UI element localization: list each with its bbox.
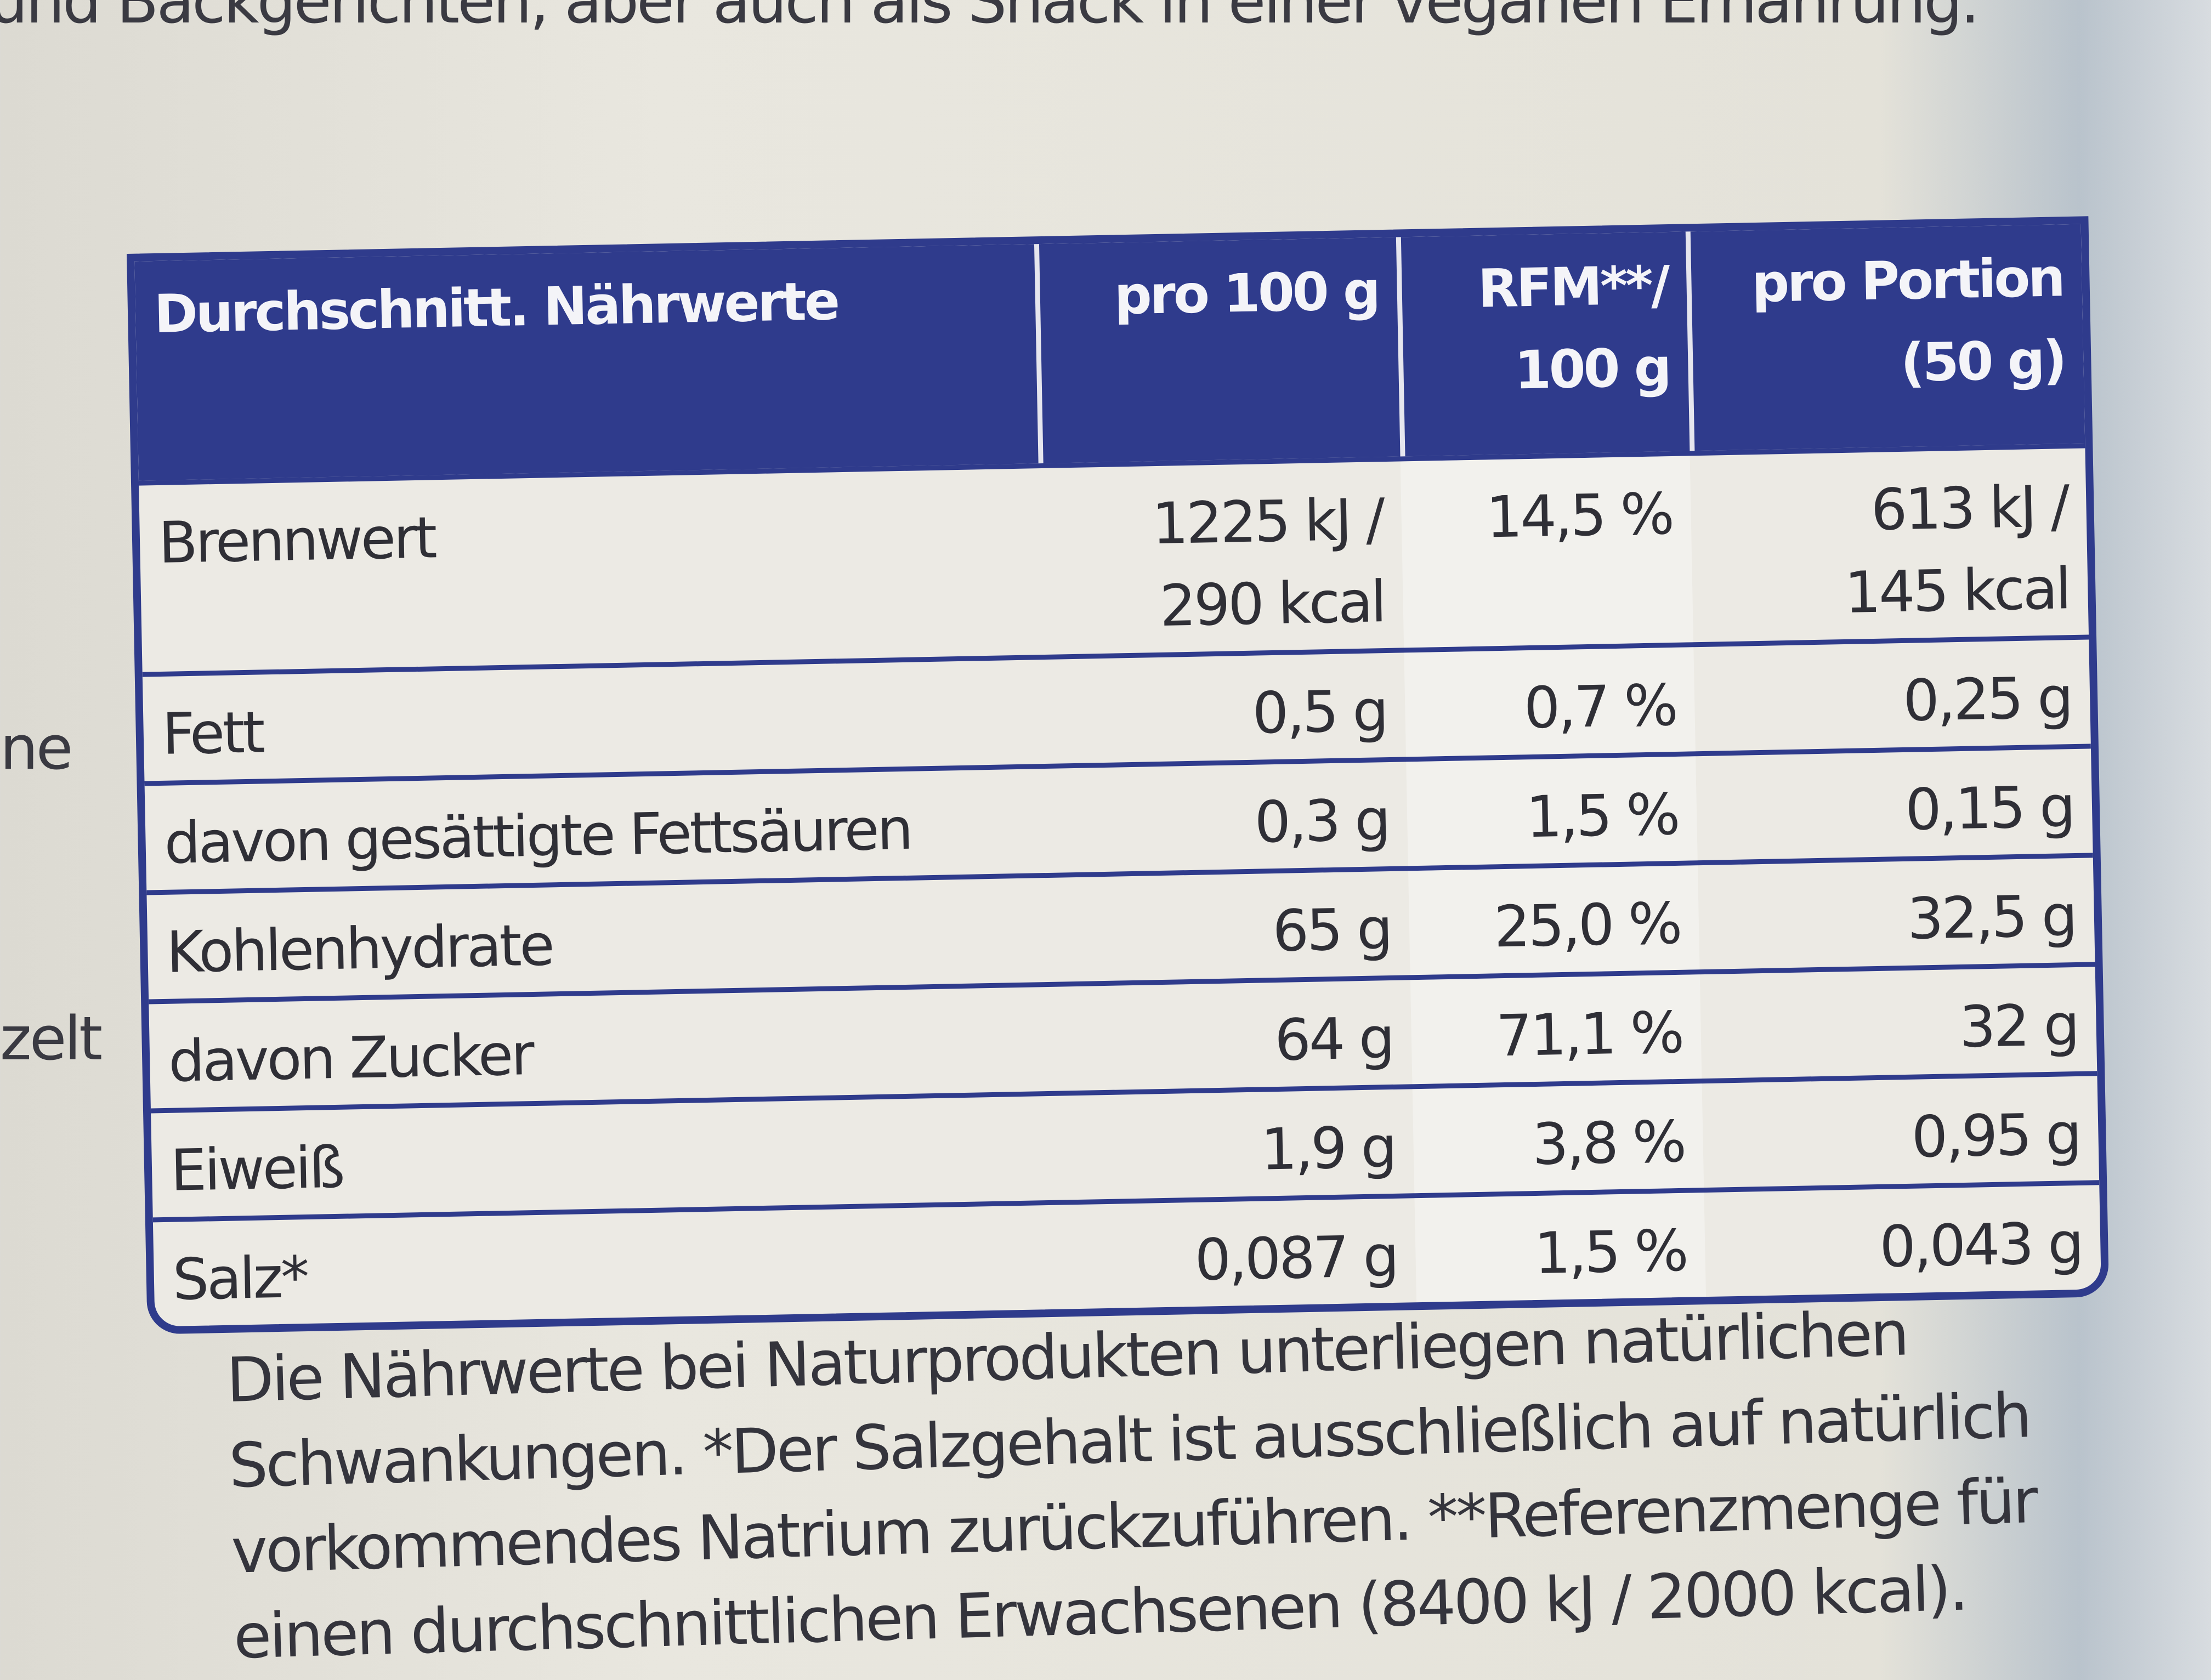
cell-line: 32 g [1959, 991, 2078, 1061]
table-row: Brennwert 1225 kJ /290 kcal 14,5 % 613 kJ /… [138, 443, 2089, 672]
cell-line: 0,087 g [1194, 1222, 1398, 1293]
cell-line: 64 g [1274, 1004, 1394, 1074]
cell-line: 3,8 % [1532, 1108, 1685, 1178]
cell-line: 0,7 % [1523, 671, 1677, 742]
cell-line: Fett [161, 699, 264, 768]
table-cell: 25,0 % [1408, 865, 1700, 975]
table-header: Durchschnitt. Nährwerte pro 100 g RFM**/ 10… [134, 224, 2085, 481]
table-cell: Eiweiß [151, 1096, 1052, 1217]
table-cell: Salz* [153, 1205, 1055, 1326]
cell-line: 290 kcal [1159, 568, 1385, 639]
cell-line: Kohlenhydrate [166, 911, 553, 986]
table-cell: 0,087 g [1053, 1198, 1417, 1309]
table-cell: 0,25 g [1693, 639, 2091, 751]
cell-line: 613 kJ / [1870, 473, 2068, 544]
cell-line: 0,5 g [1251, 677, 1387, 747]
cell-line: RFM**/ [1477, 254, 1669, 320]
cell-line: 145 kcal [1844, 555, 2070, 626]
table-cell: 14,5 % [1400, 456, 1694, 648]
table-cell: 64 g [1048, 980, 1413, 1091]
cell-line: davon Zucker [168, 1021, 533, 1095]
cell-line: Durchschnitt. Nährwerte [154, 270, 838, 345]
cell-line: 1225 kJ / [1151, 486, 1384, 558]
cell-line: 1,9 g [1260, 1113, 1396, 1183]
nutrition-table: Durchschnitt. Nährwerte pro 100 g RFM**/ 10… [127, 216, 2110, 1335]
table-cell: 0,5 g [1042, 652, 1407, 764]
table-cell: Kohlenhydrate [146, 878, 1048, 999]
table-cell: 65 g [1046, 871, 1410, 982]
table-cell: pro 100 g [1034, 237, 1401, 464]
side-fragment: zelt [0, 1003, 103, 1074]
cell-line: 0,95 g [1910, 1100, 2080, 1171]
cell-line: 0,3 g [1254, 786, 1390, 856]
cell-line: 32,5 g [1907, 882, 2076, 952]
table-cell: 0,7 % [1404, 647, 1696, 757]
table-cell: davon gesättigte Fettsäuren [145, 769, 1046, 890]
cell-line: (50 g) [1900, 329, 2066, 394]
table-cell: 1,5 % [1406, 756, 1698, 866]
cell-line: 0,043 g [1879, 1209, 2083, 1280]
table-cell: 3,8 % [1412, 1083, 1704, 1194]
table-cell: 1225 kJ / 290 kcal [1039, 461, 1404, 655]
cell-line: 25,0 % [1493, 889, 1681, 961]
table-cell: 0,3 g [1044, 762, 1408, 873]
cell-line: 1,5 % [1534, 1217, 1687, 1287]
table-cell: 0,043 g [1704, 1185, 2101, 1297]
intro-text: und Backgerichten, aber auch als Snack i… [0, 0, 1980, 37]
table-cell: RFM**/ 100 g [1396, 231, 1690, 457]
table-cell: 32 g [1700, 967, 2097, 1079]
cell-line: 0,15 g [1904, 773, 2074, 843]
cell-line: pro 100 g [1113, 260, 1379, 327]
table-cell: Brennwert [139, 468, 1042, 672]
table-cell: 1,9 g [1051, 1089, 1415, 1200]
table-cell: 613 kJ / 145 kcal [1690, 449, 2089, 643]
cell-line: 1,5 % [1525, 780, 1679, 851]
table-cell: Fett [143, 660, 1044, 781]
cell-line: 14,5 % [1486, 480, 1673, 551]
table-cell: pro Portion (50 g) [1685, 224, 2085, 451]
table-cell: davon Zucker [149, 987, 1050, 1108]
cell-line: Salz* [172, 1244, 308, 1313]
table-cell: 32,5 g [1698, 858, 2095, 969]
cell-line: 65 g [1272, 895, 1392, 965]
cell-line: 100 g [1513, 337, 1670, 401]
footnote: Die Nährwerte bei Naturprodukten unterli… [225, 1287, 2044, 1680]
cell-line: Brennwert [157, 504, 436, 576]
table-cell: 0,95 g [1702, 1076, 2100, 1188]
table-cell: Durchschnitt. Nährwerte [134, 244, 1038, 480]
cell-line: 0,25 g [1902, 664, 2072, 734]
table-cell: 0,15 g [1696, 748, 2093, 860]
cell-line: Eiweiß [169, 1133, 344, 1204]
side-fragment: ne [0, 713, 73, 783]
cell-line: davon gesättigte Fettsäuren [163, 795, 912, 877]
table-cell: 1,5 % [1414, 1193, 1707, 1303]
table-cell: 71,1 % [1410, 974, 1702, 1085]
cell-line: pro Portion [1751, 247, 2064, 315]
cell-line: 71,1 % [1495, 998, 1683, 1070]
